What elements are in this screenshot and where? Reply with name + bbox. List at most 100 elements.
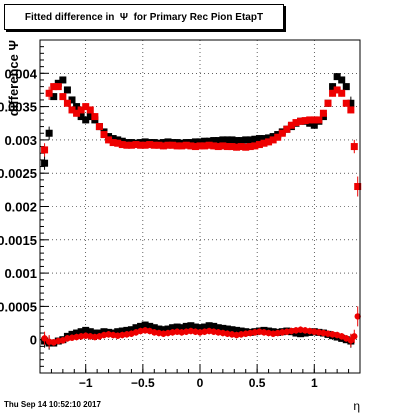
x-tick-label: −0.5 (131, 376, 155, 390)
data-point (191, 323, 199, 331)
data-point (228, 326, 236, 334)
data-point (329, 89, 337, 97)
data-point (73, 103, 81, 111)
data-point (182, 322, 190, 330)
data-point (287, 121, 295, 129)
data-point (132, 324, 140, 332)
y-tick-label: 0.004 (4, 66, 37, 81)
data-point (306, 116, 314, 124)
data-point (329, 83, 337, 91)
data-point (228, 136, 236, 144)
data-point (68, 96, 76, 104)
data-point (324, 99, 332, 107)
data-point (214, 143, 222, 151)
data-point (201, 323, 209, 331)
data-point (251, 135, 259, 143)
data-point (178, 324, 186, 332)
data-point (109, 135, 117, 143)
data-point (214, 137, 222, 145)
data-point (233, 137, 241, 145)
data-point (41, 159, 49, 167)
data-point (127, 326, 135, 334)
y-tick-label: 0.0025 (0, 166, 37, 181)
x-tick-label: 0 (197, 376, 204, 390)
data-marks (41, 73, 362, 350)
data-point (347, 99, 355, 107)
data-point (351, 333, 358, 340)
data-point (201, 137, 209, 145)
data-point (196, 324, 204, 332)
data-point (127, 141, 135, 149)
data-point (77, 113, 85, 121)
data-point (178, 142, 186, 150)
data-point (297, 117, 305, 125)
data-point (223, 136, 231, 144)
data-point (105, 136, 113, 144)
y-tick-label: 0.003 (4, 133, 37, 148)
data-point (86, 113, 94, 121)
data-point (191, 143, 199, 151)
y-tick-label: 0.002 (4, 200, 37, 215)
data-point (59, 76, 67, 84)
data-point (59, 93, 67, 101)
data-point (260, 139, 268, 147)
data-point (155, 325, 163, 333)
data-point (210, 142, 218, 150)
data-point (223, 325, 231, 333)
data-point (301, 117, 309, 125)
data-point (141, 321, 149, 329)
y-tick-label: 0.0015 (0, 233, 37, 248)
data-point (310, 116, 318, 124)
data-point (205, 141, 213, 149)
data-point (265, 138, 273, 146)
data-point (169, 324, 177, 332)
data-point (100, 131, 108, 139)
data-point (95, 123, 103, 131)
data-point (196, 142, 204, 150)
data-point (233, 326, 241, 334)
data-point (146, 322, 154, 330)
data-point (173, 323, 181, 331)
data-point (196, 138, 204, 146)
data-point (310, 121, 318, 129)
data-point (173, 142, 181, 150)
data-point (41, 335, 48, 342)
footer-date: Thu Sep 14 10:52:10 2017 (4, 400, 101, 409)
data-point (210, 322, 218, 330)
data-point (255, 135, 263, 143)
data-point (219, 324, 227, 332)
y-tick-label: 0 (30, 333, 37, 348)
data-point (274, 133, 282, 141)
data-point (164, 325, 172, 333)
data-point (354, 313, 361, 320)
data-point (91, 329, 99, 337)
data-point (233, 143, 241, 151)
data-point (45, 89, 53, 97)
data-point (109, 139, 117, 147)
data-point (265, 134, 273, 142)
data-point (114, 328, 122, 336)
data-point (315, 116, 323, 124)
data-point (205, 322, 213, 330)
data-point (155, 141, 163, 149)
data-point (54, 83, 62, 91)
data-point (269, 136, 277, 144)
data-point (82, 116, 90, 124)
data-point (342, 83, 350, 91)
data-point (219, 136, 227, 144)
data-point (205, 137, 213, 145)
series-3 (41, 306, 361, 349)
data-point (228, 143, 236, 151)
data-point (123, 141, 131, 149)
grid-lines (40, 40, 360, 373)
data-point (50, 83, 58, 91)
x-tick-label: 0.5 (249, 376, 266, 390)
data-point (319, 109, 327, 117)
data-point (63, 99, 71, 107)
data-point (251, 142, 259, 150)
data-point (191, 138, 199, 146)
data-point (68, 106, 76, 114)
data-point (283, 125, 291, 133)
